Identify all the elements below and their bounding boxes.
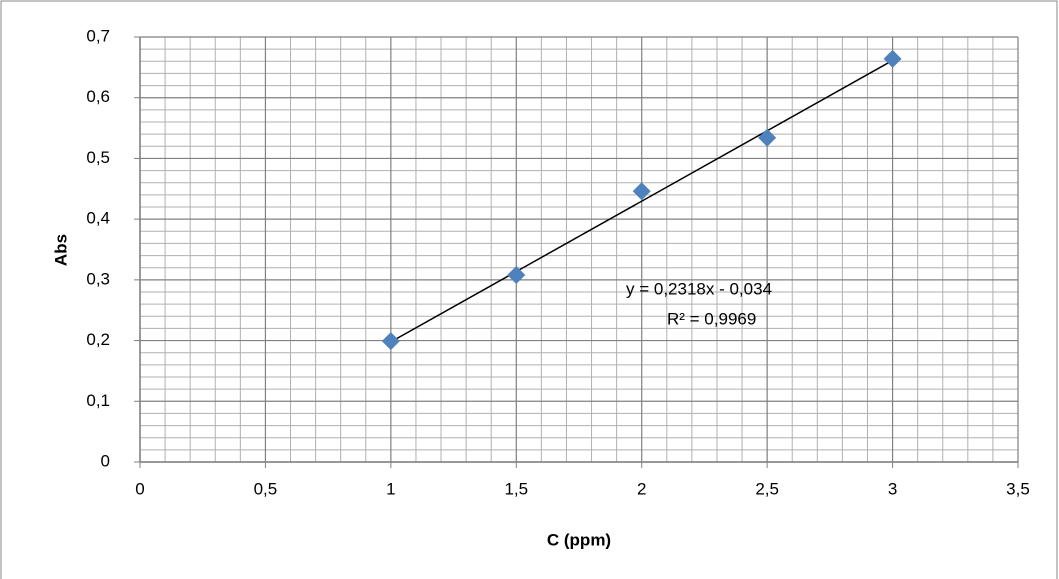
data-point <box>632 182 651 201</box>
data-point <box>883 49 902 68</box>
x-axis-title: C (ppm) <box>547 530 611 549</box>
y-tick-label: 0,3 <box>86 269 110 288</box>
y-tick-label: 0,5 <box>86 148 110 167</box>
trendline-equation: y = 0,2318x - 0,034 <box>626 279 772 298</box>
trendline-r-squared: R² = 0,9969 <box>667 309 756 328</box>
y-axis-title: Abs <box>51 234 70 266</box>
x-tick-label: 1 <box>386 479 395 498</box>
x-tick-label: 0 <box>135 479 144 498</box>
data-point <box>758 128 777 147</box>
marks <box>381 49 902 351</box>
data-point <box>381 332 400 351</box>
data-point <box>507 266 526 284</box>
x-tick-label: 3 <box>888 479 897 498</box>
y-tick-label: 0 <box>101 451 110 470</box>
trendline <box>390 59 893 343</box>
x-tick-label: 2 <box>637 479 646 498</box>
x-tick-label: 3,5 <box>1006 479 1030 498</box>
x-tick-label: 0,5 <box>254 479 278 498</box>
y-tick-label: 0,2 <box>86 330 110 349</box>
y-tick-label: 0,7 <box>86 26 110 45</box>
y-tick-label: 0,6 <box>86 87 110 106</box>
x-tick-label: 1,5 <box>504 479 528 498</box>
y-tick-label: 0,4 <box>86 209 110 228</box>
x-tick-label: 2,5 <box>755 479 779 498</box>
y-tick-label: 0,1 <box>86 391 110 410</box>
grid <box>134 36 1019 468</box>
